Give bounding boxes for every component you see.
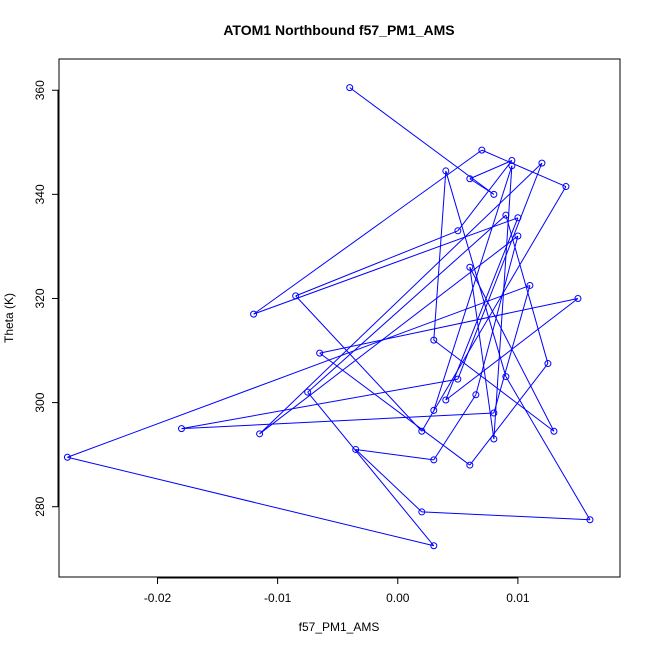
data-point xyxy=(466,175,474,183)
data-point xyxy=(490,409,498,417)
x-tick-label: 0.01 xyxy=(506,591,530,605)
series-line-segment xyxy=(181,378,458,430)
series-line-segment xyxy=(433,394,477,461)
y-tick-label: 320 xyxy=(33,288,47,308)
y-tick-label: 300 xyxy=(33,392,47,412)
series-line-segment xyxy=(469,267,555,432)
data-point xyxy=(430,456,438,464)
data-point xyxy=(508,162,516,170)
data-point xyxy=(472,391,480,399)
data-point xyxy=(63,453,71,461)
data-point xyxy=(346,84,354,92)
y-tick-label: 360 xyxy=(33,80,47,100)
data-point xyxy=(574,294,582,302)
series-line-segment xyxy=(445,217,519,401)
series-lines xyxy=(67,87,591,547)
plot-frame xyxy=(58,58,621,578)
series-line-segment xyxy=(319,352,471,466)
series-line-segment xyxy=(457,162,543,380)
series-line-segment xyxy=(307,214,507,393)
x-axis: -0.02 -0.01 0.00 0.01 xyxy=(144,577,530,605)
data-point xyxy=(502,211,510,219)
series-line-segment xyxy=(475,235,519,395)
series-line-segment xyxy=(469,178,495,195)
data-point xyxy=(442,396,450,404)
data-point xyxy=(538,159,546,167)
data-point xyxy=(430,336,438,344)
x-tick-label: 0.00 xyxy=(386,591,410,605)
data-point xyxy=(418,508,426,516)
series-line-segment xyxy=(181,412,494,430)
series-line-segment xyxy=(253,149,483,315)
y-axis-label: Theta (K) xyxy=(2,293,16,343)
data-point xyxy=(586,516,594,524)
data-point xyxy=(442,167,450,175)
data-point xyxy=(478,146,486,154)
series-line-segment xyxy=(493,165,513,440)
series-line-segment xyxy=(67,456,434,547)
series-line-segment xyxy=(295,230,459,297)
series-line-segment xyxy=(355,449,423,513)
series-line-segment xyxy=(319,297,579,354)
series-line-segment xyxy=(67,284,531,458)
series-line-segment xyxy=(421,186,567,432)
series-line-segment xyxy=(433,165,513,411)
data-point xyxy=(454,375,462,383)
chart-title: ATOM1 Northbound f57_PM1_AMS xyxy=(223,22,454,38)
series-line-segment xyxy=(469,160,513,180)
x-tick-label: -0.02 xyxy=(144,591,172,605)
data-point xyxy=(466,461,474,469)
data-point xyxy=(304,388,312,396)
series-line-segment xyxy=(505,376,591,520)
x-axis-label: f57_PM1_AMS xyxy=(299,620,380,634)
data-point xyxy=(430,542,438,550)
data-point xyxy=(256,430,264,438)
data-point xyxy=(514,214,522,222)
data-point xyxy=(514,232,522,240)
series-line-segment xyxy=(433,339,555,432)
data-point xyxy=(502,373,510,381)
series-line-segment xyxy=(445,170,507,377)
series-line-segment xyxy=(457,160,513,232)
data-point xyxy=(544,360,552,368)
series-line-segment xyxy=(355,448,434,461)
y-axis: 280 300 320 340 360 xyxy=(33,80,59,517)
data-point xyxy=(430,406,438,414)
data-point xyxy=(490,190,498,198)
x-tick-label: -0.01 xyxy=(264,591,292,605)
data-point xyxy=(418,427,426,435)
series-line-segment xyxy=(481,149,567,188)
data-point xyxy=(466,263,474,271)
series-line-segment xyxy=(349,87,495,195)
data-point xyxy=(316,349,324,357)
data-point xyxy=(508,157,516,165)
data-point xyxy=(526,281,534,289)
data-point xyxy=(550,427,558,435)
y-tick-label: 340 xyxy=(33,184,47,204)
series-line-segment xyxy=(505,215,549,364)
series-line-segment xyxy=(433,170,447,341)
y-tick-label: 280 xyxy=(33,496,47,516)
series-line-segment xyxy=(307,391,435,547)
data-point xyxy=(490,435,498,443)
series-line-segment xyxy=(259,162,543,435)
series-line-segment xyxy=(469,363,549,466)
data-point xyxy=(562,183,570,191)
data-point xyxy=(454,227,462,235)
series-points xyxy=(63,84,594,550)
series-line-segment xyxy=(295,295,423,432)
series-line-segment xyxy=(421,511,590,521)
data-point xyxy=(352,445,360,453)
series-line-segment xyxy=(469,267,495,440)
data-point xyxy=(292,292,300,300)
data-point xyxy=(178,425,186,433)
data-point xyxy=(250,310,258,318)
